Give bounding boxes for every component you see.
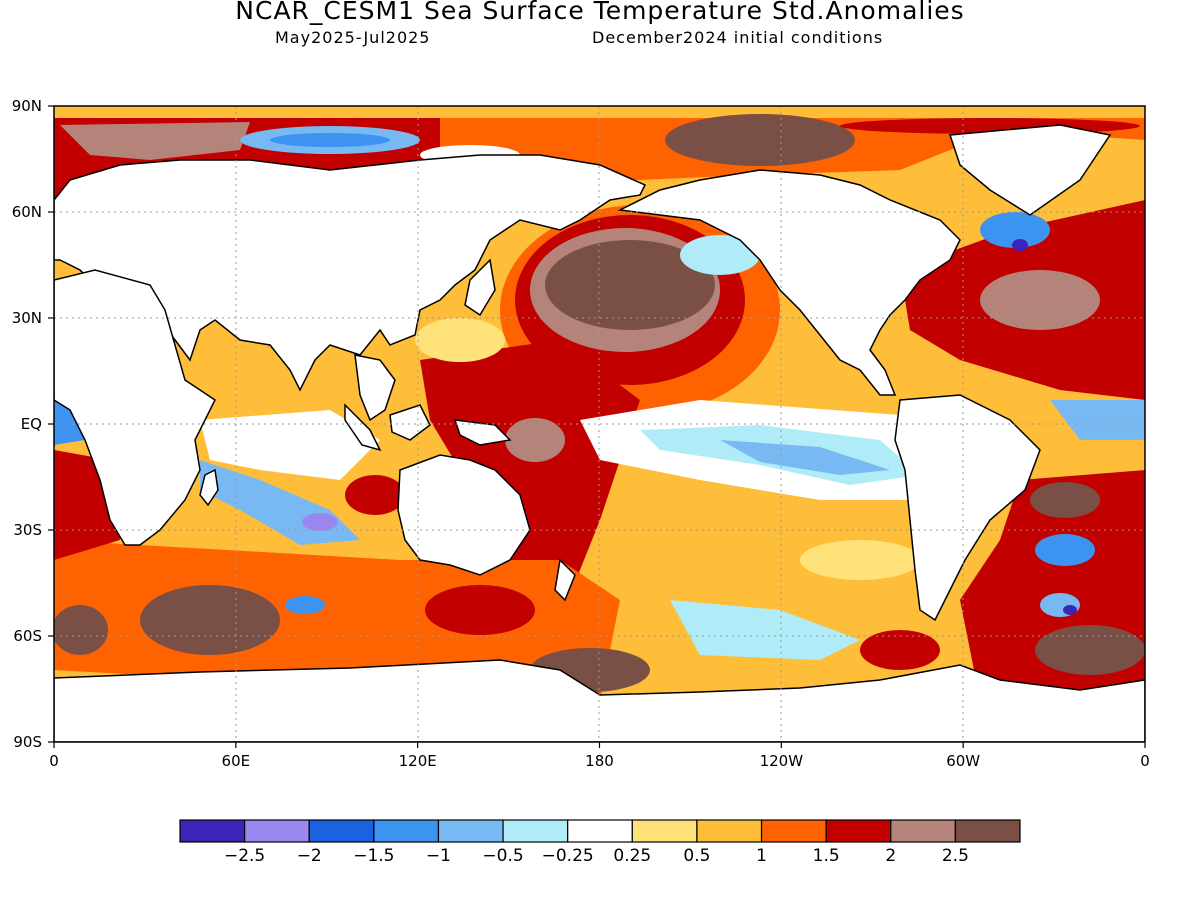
anomaly-satl-purple: [1063, 605, 1077, 615]
lon-tick-label: 0: [1140, 752, 1150, 770]
colorbar-swatch: [890, 819, 956, 843]
colorbar-label: 1: [756, 846, 767, 866]
land-madagascar: [199, 468, 219, 507]
anomaly-npac-east-cool: [680, 235, 760, 275]
anomaly-southern-brown-1: [140, 585, 280, 655]
colorbar-label: −1.5: [353, 846, 394, 866]
forecast-period: May2025-Jul2025: [275, 28, 431, 47]
anomaly-satl-blue-1: [1035, 534, 1095, 566]
lat-tick-label: 60N: [12, 203, 42, 221]
graticule: [54, 106, 1145, 742]
colorbar-label: −2: [297, 846, 322, 866]
anomaly-npac-darkbrown: [545, 240, 715, 330]
colorbar-label: 1.5: [813, 846, 840, 866]
latitude-axis: 90N 60N 30N EQ 30S 60S 90S: [12, 97, 54, 751]
colorbar-label: −1: [426, 846, 451, 866]
land-japan: [464, 258, 496, 317]
anomaly-southern-hot: [54, 540, 620, 700]
lat-tick-label: 90N: [12, 97, 42, 115]
lat-tick-label: 30S: [13, 521, 42, 539]
colorbar-label: 2.5: [942, 846, 969, 866]
anomaly-indian-purple: [302, 513, 338, 531]
lon-tick-label: 0: [49, 752, 59, 770]
anomaly-indian-hot: [345, 475, 405, 515]
lon-tick-label: 60W: [946, 752, 980, 770]
anomaly-kuroshio-white: [415, 318, 505, 362]
colorbar-swatch: [631, 819, 698, 843]
colorbar-swatch: [760, 819, 827, 843]
lat-tick-label: 30N: [12, 309, 42, 327]
colorbar-label: −0.5: [482, 846, 523, 866]
lon-tick-label: 60E: [222, 752, 251, 770]
map-field: [54, 106, 1145, 742]
anomaly-south-pacific-red: [860, 630, 940, 670]
anomaly-satl-brown-2: [1035, 625, 1145, 675]
colorbar-swatch: [954, 819, 1021, 843]
landmasses: [54, 124, 1145, 742]
colorbar-swatch: [502, 819, 569, 843]
colorbar-swatch: [696, 819, 763, 843]
lat-tick-label: EQ: [21, 415, 42, 433]
colorbar-swatch: [373, 819, 440, 843]
colorbar-swatch: [244, 819, 310, 843]
anomaly-tropatl-cool: [1050, 400, 1145, 440]
colorbar-swatch: [825, 819, 892, 843]
anomaly-natl-purple: [1012, 239, 1028, 251]
land-newzealand: [554, 558, 576, 602]
land-greenland: [948, 124, 1112, 216]
anomaly-eq-pacific-blue: [720, 440, 890, 475]
lon-tick-label: 120W: [760, 752, 804, 770]
lon-tick-label: 120E: [399, 752, 437, 770]
colorbar-swatch: [308, 819, 375, 843]
lon-tick-label: 180: [585, 752, 614, 770]
colorbar-label: 2: [885, 846, 896, 866]
land-australia: [397, 454, 531, 576]
anomaly-south-pacific-cool: [670, 600, 860, 660]
land-africa: [54, 269, 216, 546]
land-north-america: [617, 169, 961, 396]
land-indochina: [354, 354, 396, 422]
colorbar-swatch: [179, 819, 246, 843]
anomaly-indian-white: [200, 410, 380, 480]
colorbar-label: −2.5: [224, 846, 265, 866]
colorbar-label: −0.25: [542, 846, 594, 866]
colorbar-label: 0.25: [613, 846, 651, 866]
colorbar: −2.5 −2 −1.5 −1 −0.5 −0.25 0.25 0.5 1 1.5 2 2.5: [179, 819, 1021, 866]
anomaly-west-pac-brown: [505, 418, 565, 462]
lat-tick-label: 60S: [13, 627, 42, 645]
map-title: NCAR_CESM1 Sea Surface Temperature Std.A…: [235, 0, 965, 25]
land-south-america: [894, 394, 1041, 622]
anomaly-southern-brown-2: [54, 605, 108, 655]
anomaly-arctic-brown: [60, 122, 250, 160]
land-newguinea: [453, 419, 512, 446]
anomaly-southern-red: [425, 585, 535, 635]
longitude-axis: 0 60E 120E 180 120W 60W 0: [49, 742, 1150, 770]
colorbar-swatch: [567, 819, 633, 843]
anomaly-southern-blue: [285, 596, 325, 614]
anomaly-beaufort-brown: [665, 114, 855, 166]
anomaly-natl-brown: [980, 270, 1100, 330]
anomaly-southeast-pacific-white: [800, 540, 920, 580]
anomaly-arctic-cool-2: [270, 133, 390, 147]
colorbar-swatch: [437, 819, 504, 843]
initial-conditions: December2024 initial conditions: [592, 28, 884, 47]
land-sumatra: [344, 403, 382, 452]
colorbar-label: 0.5: [683, 846, 710, 866]
anomaly-west-pacific-hot: [420, 340, 640, 620]
land-borneo: [389, 404, 431, 441]
anomaly-natl-cool: [980, 212, 1050, 248]
anomaly-satl-brown: [1030, 482, 1100, 518]
lat-tick-label: 90S: [13, 733, 42, 751]
